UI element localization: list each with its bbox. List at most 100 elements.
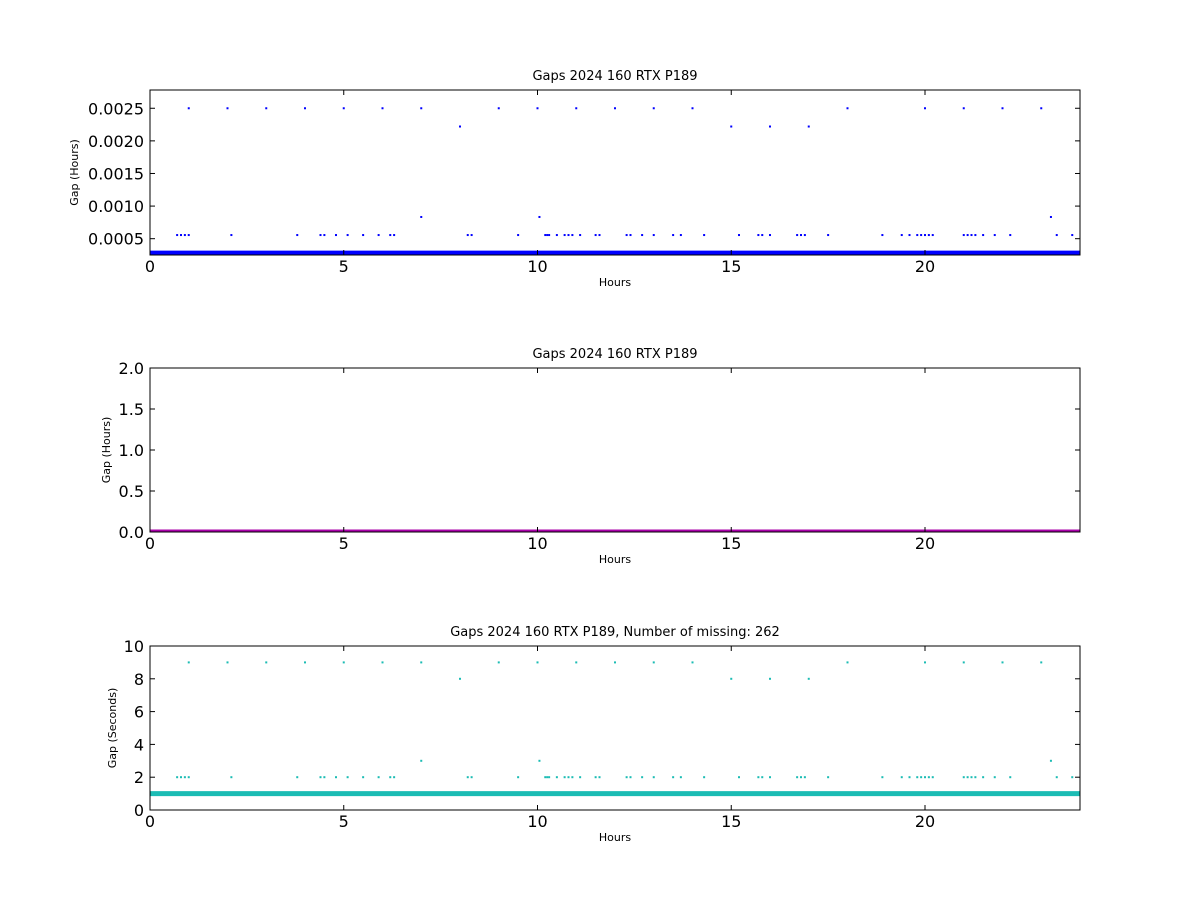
data-point [962, 661, 965, 664]
x-tick-label: 15 [721, 812, 741, 831]
data-point [183, 776, 186, 779]
x-tick-label: 20 [915, 534, 935, 553]
data-point [342, 107, 345, 110]
data-point [652, 234, 655, 237]
data-point [807, 125, 810, 128]
y-tick-label: 1.5 [119, 400, 144, 419]
chart-title: Gaps 2024 160 RTX P189, Number of missin… [450, 625, 780, 640]
y-axis-label: Gap (Hours) [100, 417, 113, 484]
data-point [470, 234, 473, 237]
data-point [594, 776, 597, 779]
data-point [769, 234, 771, 237]
data-point [346, 234, 349, 237]
data-point [393, 776, 396, 779]
data-point [594, 234, 597, 237]
data-point [803, 776, 806, 779]
data-point [1001, 661, 1004, 664]
data-point [966, 776, 969, 779]
data-point [931, 234, 934, 237]
x-tick-label: 10 [527, 257, 547, 276]
data-point [881, 234, 884, 237]
chart-title: Gaps 2024 160 RTX P189 [532, 347, 697, 362]
data-point [180, 776, 182, 779]
data-point [555, 776, 558, 779]
data-point [625, 776, 628, 779]
axes-frame [149, 89, 1081, 256]
data-point [761, 234, 764, 237]
data-point [757, 234, 760, 237]
data-point [993, 776, 996, 779]
data-point [924, 661, 926, 664]
x-tick-label: 0 [145, 812, 155, 831]
x-axis-label: Hours [599, 553, 631, 566]
data-point [1049, 759, 1052, 762]
data-point [466, 776, 469, 779]
x-tick-label: 15 [721, 257, 741, 276]
data-point [931, 776, 934, 779]
data-point [974, 234, 977, 237]
chart-panel-1: 0 5 10 15 20 0.0005 0.0010 0.0015 0.0020 0.0025 Ga… [68, 69, 1081, 289]
data-point [1040, 107, 1043, 110]
y-tick-label: 0.0025 [88, 99, 144, 118]
data-point [908, 234, 911, 237]
data-point [924, 776, 926, 779]
data-point [598, 234, 601, 237]
data-point [517, 234, 520, 237]
x-axis-label: Hours [599, 831, 631, 844]
data-point [362, 776, 365, 779]
data-point [230, 776, 233, 779]
data-point [319, 234, 322, 237]
data-point [827, 776, 830, 779]
data-point [924, 107, 926, 110]
data-point [691, 661, 694, 664]
y-axis-label: Gap (Seconds) [106, 688, 119, 769]
data-point [827, 234, 830, 237]
data-point [769, 776, 771, 779]
data-point [962, 234, 965, 237]
y-tick-label: 0.0 [119, 523, 144, 542]
x-tick-label: 5 [339, 257, 349, 276]
y-tick-label: 10 [124, 637, 144, 656]
data-point [420, 661, 423, 664]
data-point [924, 234, 926, 237]
data-point [393, 234, 396, 237]
data-point [497, 661, 500, 664]
data-point [672, 776, 675, 779]
data-point [470, 776, 473, 779]
data-point [614, 107, 616, 110]
y-tick-label: 0.0010 [88, 197, 144, 216]
data-point [625, 234, 628, 237]
data-point [1009, 234, 1012, 237]
data-point [226, 107, 229, 110]
data-point [579, 234, 582, 237]
data-point [800, 776, 802, 779]
data-point [881, 776, 884, 779]
data-point [757, 776, 760, 779]
chart-panel-3: 0 5 10 15 20 0 2 4 6 8 10 Gaps 2024 160 RTX P189, N… [106, 625, 1081, 844]
data-point [900, 234, 903, 237]
data-point [641, 234, 644, 237]
y-tick-label: 0.0015 [88, 164, 144, 183]
data-point [304, 107, 306, 110]
data-point [575, 107, 578, 110]
data-point [187, 661, 190, 664]
data-point [571, 234, 574, 237]
data-point [927, 234, 930, 237]
data-point [563, 234, 566, 237]
data-point [803, 234, 806, 237]
x-tick-label: 5 [339, 812, 349, 831]
x-tick-label: 5 [339, 534, 349, 553]
x-tick-label: 0 [145, 534, 155, 553]
data-point [517, 776, 520, 779]
data-point [652, 107, 655, 110]
data-point [381, 661, 384, 664]
data-point [738, 234, 740, 237]
data-point [323, 776, 326, 779]
data-point [296, 776, 299, 779]
data-point [970, 776, 973, 779]
data-point [927, 776, 930, 779]
data-point [176, 234, 179, 237]
data-point [900, 776, 903, 779]
